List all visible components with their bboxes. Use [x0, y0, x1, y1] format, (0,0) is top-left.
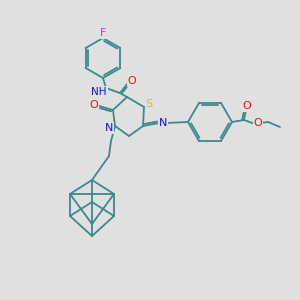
Text: N: N	[159, 118, 167, 128]
Text: NH: NH	[91, 87, 107, 97]
Text: S: S	[146, 99, 153, 109]
Text: N: N	[105, 123, 113, 133]
Text: O: O	[254, 118, 262, 128]
Text: F: F	[100, 28, 106, 38]
Text: O: O	[243, 101, 251, 111]
Text: O: O	[128, 76, 136, 86]
Text: O: O	[90, 100, 98, 110]
